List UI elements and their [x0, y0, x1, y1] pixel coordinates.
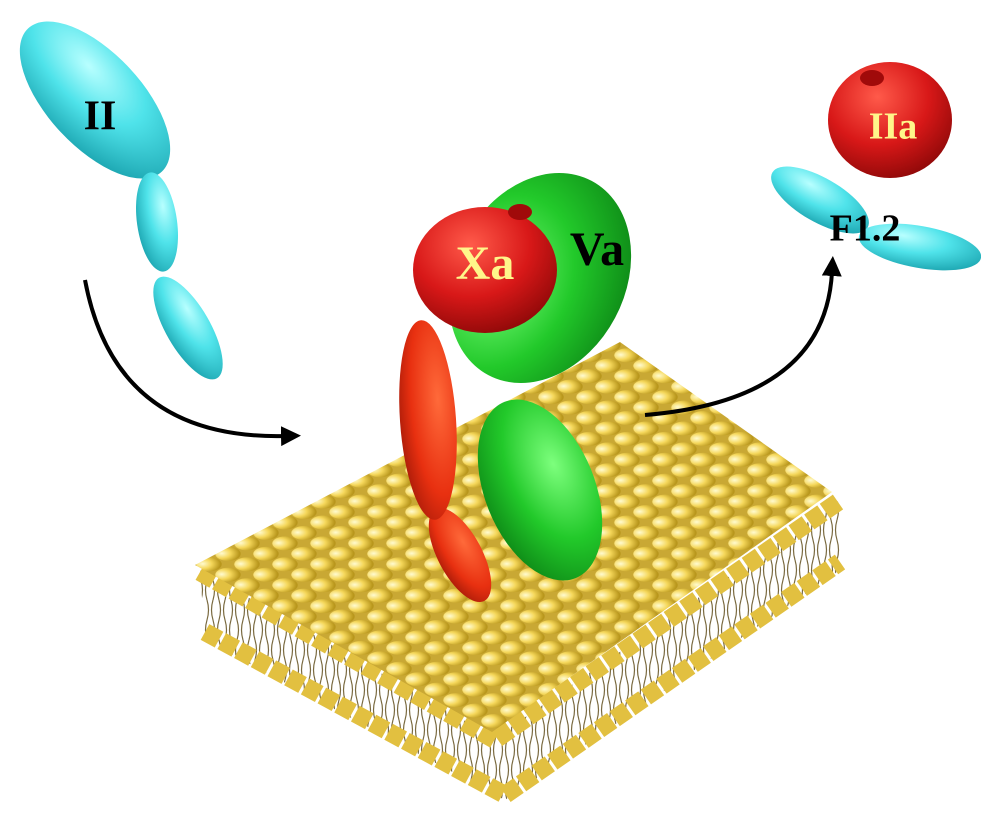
active-site [860, 70, 884, 86]
label: Xa [456, 237, 515, 290]
f12-domain [771, 166, 869, 234]
domain [19, 21, 171, 179]
complex [399, 172, 632, 603]
domain [136, 172, 178, 272]
va-lower [477, 399, 603, 581]
membrane-upper-edge [195, 494, 844, 751]
membrane-lower-edge [200, 554, 846, 806]
products [771, 62, 981, 271]
xa-gla [428, 507, 492, 603]
label: IIa [869, 106, 918, 148]
label: F1.2 [830, 208, 901, 250]
active-site [508, 204, 532, 220]
domain [153, 276, 223, 380]
prothrombin [19, 21, 223, 380]
xa-stem [399, 320, 457, 520]
label: II [84, 94, 117, 140]
xa-head [413, 207, 557, 333]
arrow [83, 279, 301, 447]
arrow [644, 256, 842, 417]
f12-domain [858, 223, 981, 271]
label: Va [570, 223, 624, 276]
thrombin [828, 62, 952, 178]
